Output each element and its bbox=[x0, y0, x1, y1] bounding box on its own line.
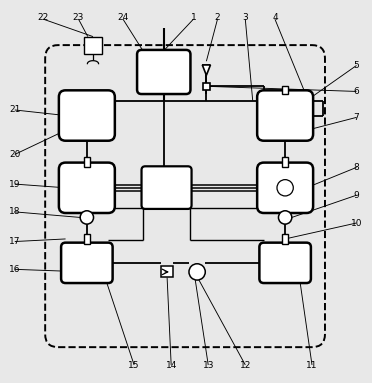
Bar bbox=[84, 157, 90, 167]
Text: 9: 9 bbox=[354, 191, 359, 200]
FancyBboxPatch shape bbox=[257, 163, 313, 213]
Text: 22: 22 bbox=[38, 13, 49, 22]
Bar bbox=[203, 83, 210, 90]
Bar bbox=[161, 266, 173, 277]
Circle shape bbox=[189, 264, 205, 280]
Text: 1: 1 bbox=[190, 13, 196, 22]
Bar bbox=[84, 37, 102, 54]
Circle shape bbox=[80, 211, 93, 224]
Text: 21: 21 bbox=[9, 105, 20, 115]
Text: 5: 5 bbox=[354, 61, 359, 70]
Text: 4: 4 bbox=[272, 13, 278, 22]
FancyBboxPatch shape bbox=[141, 166, 192, 209]
Text: 16: 16 bbox=[9, 265, 20, 274]
Circle shape bbox=[279, 211, 292, 224]
Text: 11: 11 bbox=[306, 361, 318, 370]
Text: 15: 15 bbox=[128, 361, 140, 370]
FancyBboxPatch shape bbox=[137, 50, 190, 94]
Bar bbox=[282, 157, 288, 167]
Text: 18: 18 bbox=[9, 207, 20, 216]
Text: 2: 2 bbox=[215, 13, 220, 22]
FancyBboxPatch shape bbox=[59, 163, 115, 213]
Text: 12: 12 bbox=[240, 361, 251, 370]
FancyBboxPatch shape bbox=[257, 90, 313, 141]
Circle shape bbox=[277, 180, 293, 196]
Polygon shape bbox=[202, 65, 211, 75]
FancyBboxPatch shape bbox=[59, 90, 115, 141]
Bar bbox=[84, 234, 90, 244]
Text: 19: 19 bbox=[9, 180, 20, 188]
Text: 13: 13 bbox=[202, 361, 214, 370]
Text: 8: 8 bbox=[354, 163, 359, 172]
Text: 17: 17 bbox=[9, 237, 20, 246]
Text: 7: 7 bbox=[354, 113, 359, 122]
Text: 23: 23 bbox=[73, 13, 84, 22]
FancyBboxPatch shape bbox=[61, 243, 113, 283]
Text: 24: 24 bbox=[118, 13, 129, 22]
Text: 3: 3 bbox=[243, 13, 248, 22]
Bar bbox=[282, 234, 288, 244]
Text: 6: 6 bbox=[354, 87, 359, 96]
Text: 10: 10 bbox=[351, 219, 362, 228]
Text: 14: 14 bbox=[166, 361, 177, 370]
Text: 20: 20 bbox=[9, 150, 20, 159]
FancyBboxPatch shape bbox=[259, 243, 311, 283]
Bar bbox=[282, 86, 288, 94]
